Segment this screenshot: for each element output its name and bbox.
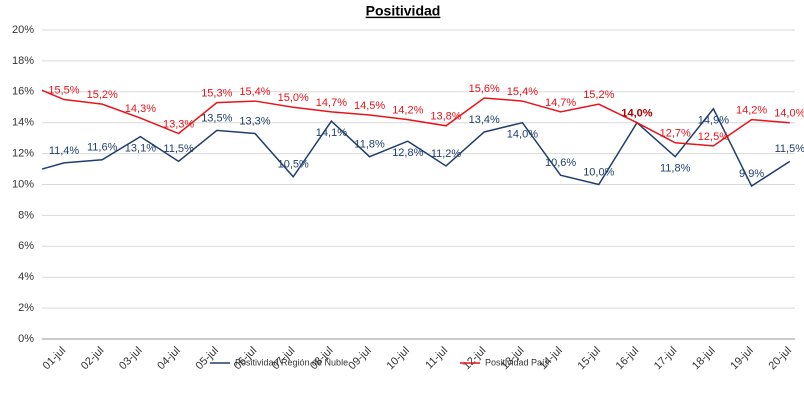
x-tick-label: 19-jul [728, 345, 756, 373]
data-label: 14,2% [736, 105, 767, 117]
x-tick-label: 10-jul [384, 345, 412, 373]
x-tick-label: 09-jul [346, 345, 374, 373]
data-label: 9,9% [739, 168, 764, 180]
data-label: 14,2% [392, 105, 423, 117]
data-label: 12,8% [392, 147, 423, 159]
series-line [41, 89, 790, 147]
data-label: 15,3% [201, 88, 232, 100]
y-tick-label: 14% [12, 117, 34, 129]
data-label: 14,0% [621, 108, 652, 120]
x-tick-label: 11-jul [423, 345, 450, 372]
data-label: 11,5% [775, 143, 804, 155]
x-tick-label: 05-jul [193, 345, 221, 373]
legend-label: Positividad Región de Ñuble [235, 357, 348, 367]
data-label: 10,6% [545, 157, 576, 169]
y-tick-label: 6% [18, 240, 34, 252]
y-tick-label: 10% [12, 178, 34, 190]
y-tick-label: 20% [12, 24, 34, 36]
data-label: 14,5% [354, 100, 385, 112]
series-line [41, 107, 791, 188]
data-label: 14,0% [507, 129, 538, 141]
data-label: 10,0% [583, 166, 614, 178]
data-label: 13,3% [163, 118, 194, 130]
x-tick-label: 18-jul [690, 345, 718, 373]
data-label: 11,8% [660, 163, 691, 175]
data-label: 14,0% [774, 108, 804, 120]
data-label: 11,2% [431, 148, 462, 160]
data-label: 14,3% [125, 103, 156, 115]
data-label: 15,0% [278, 92, 309, 104]
x-tick-label: 17-jul [652, 345, 680, 373]
data-label: 13,8% [430, 111, 461, 123]
data-label: 14,7% [316, 97, 347, 109]
y-tick-label: 4% [18, 271, 34, 283]
data-label: 12,7% [660, 128, 691, 140]
chart-title: Positividad [366, 3, 441, 19]
x-tick-label: 16-jul [614, 345, 642, 373]
x-tick-label: 02-jul [79, 345, 107, 373]
data-label: 11,6% [87, 142, 118, 154]
y-tick-label: 12% [12, 148, 34, 160]
y-tick-label: 16% [12, 86, 34, 98]
data-label: 15,4% [507, 86, 538, 98]
data-label: 15,4% [239, 86, 270, 98]
data-label: 14,1% [316, 127, 347, 139]
y-tick-label: 8% [18, 209, 34, 221]
y-tick-label: 0% [18, 333, 34, 345]
data-label: 13,3% [239, 115, 270, 127]
data-label: 15,6% [469, 83, 500, 95]
data-label: 11,5% [163, 143, 194, 155]
data-label: 15,2% [87, 89, 118, 101]
data-label: 13,5% [201, 112, 232, 124]
legend-label: Positividad País [485, 357, 550, 367]
data-label: 10,5% [278, 159, 309, 171]
data-label: 13,4% [469, 114, 500, 126]
x-tick-label: 20-jul [766, 345, 794, 373]
y-tick-label: 2% [18, 302, 34, 314]
data-label: 11,8% [354, 139, 385, 151]
x-tick-label: 03-jul [117, 345, 145, 373]
x-tick-label: 15-jul [575, 345, 603, 373]
x-tick-label: 01-jul [41, 345, 69, 373]
x-tick-label: 04-jul [155, 345, 183, 373]
y-tick-label: 18% [12, 55, 34, 67]
data-label: 14,9% [698, 115, 729, 127]
data-label: 14,7% [545, 97, 576, 109]
data-label: 15,5% [48, 84, 79, 96]
data-label: 13,1% [125, 143, 156, 155]
data-label: 15,2% [583, 89, 614, 101]
data-label: 11,4% [49, 145, 80, 157]
data-label: 12,5% [698, 131, 729, 143]
